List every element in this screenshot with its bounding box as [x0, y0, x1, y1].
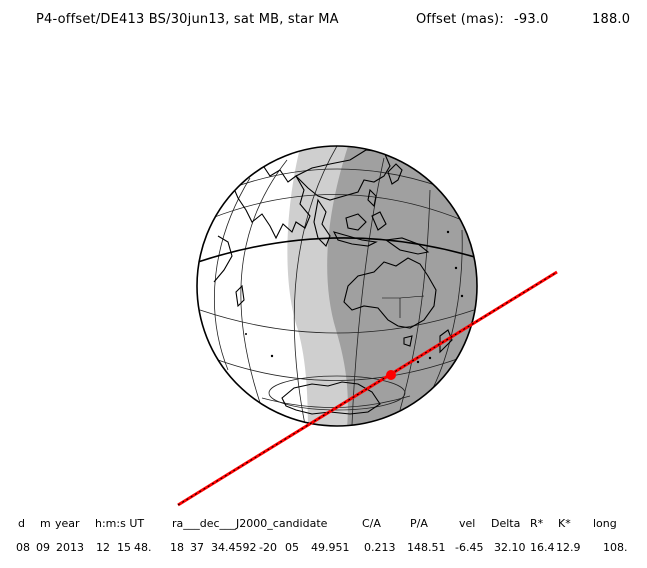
table-cell-hour: 12	[96, 541, 110, 554]
table-cell-delta: 32.10	[494, 541, 526, 554]
table-cell-day: 08	[16, 541, 30, 554]
table-header-long: long	[593, 517, 617, 530]
table-header-radec: ra___dec___J2000_candidate	[172, 517, 328, 530]
graticule	[199, 146, 475, 426]
table-header-rstar: R*	[530, 517, 544, 530]
table-cell-long: 108.	[603, 541, 628, 554]
table-cell-second: 48.	[134, 541, 152, 554]
table-cell-ra-h: 18	[170, 541, 184, 554]
offset-ra-value: -93.0	[514, 12, 549, 27]
table-cell-ca: 0.213	[364, 541, 396, 554]
table-header-month: m	[40, 517, 51, 530]
table-header-day: d	[18, 517, 25, 530]
table-cell-rstar: 16.4	[530, 541, 555, 554]
red-dot-icon	[386, 370, 396, 380]
offset-dec-value: 188.0	[592, 12, 631, 27]
table-header-time: h:m:s UT	[95, 517, 145, 530]
table-header-kstar: K*	[558, 517, 571, 530]
table-cell-year: 2013	[56, 541, 84, 554]
table-cell-dec-d: -20	[259, 541, 277, 554]
table-cell-vel: -6.45	[455, 541, 484, 554]
shadow-path-center	[177, 271, 558, 506]
night-region	[327, 146, 477, 426]
offset-label: Offset (mas):	[416, 12, 504, 27]
table-header-year: year	[55, 517, 80, 530]
table-cell-month: 09	[36, 541, 50, 554]
coastlines	[213, 149, 453, 415]
page-title: P4-offset/DE413 BS/30jun13, sat MB, star…	[36, 12, 339, 27]
table-header-delta: Delta	[491, 517, 521, 530]
table-cell-ra-s: 34.4592	[211, 541, 257, 554]
table-cell-dec-s: 49.951	[311, 541, 350, 554]
table-cell-ra-m: 37	[190, 541, 204, 554]
table-header-pa: P/A	[410, 517, 428, 530]
table-header-vel: vel	[459, 517, 476, 530]
table-cell-dec-m: 05	[285, 541, 299, 554]
table-cell-kstar: 12.9	[556, 541, 581, 554]
table-header-ca: C/A	[362, 517, 381, 530]
table-cell-minute: 15	[117, 541, 131, 554]
island-dots	[245, 230, 464, 364]
globe-outline	[196, 145, 478, 427]
table-cell-pa: 148.51	[407, 541, 446, 554]
